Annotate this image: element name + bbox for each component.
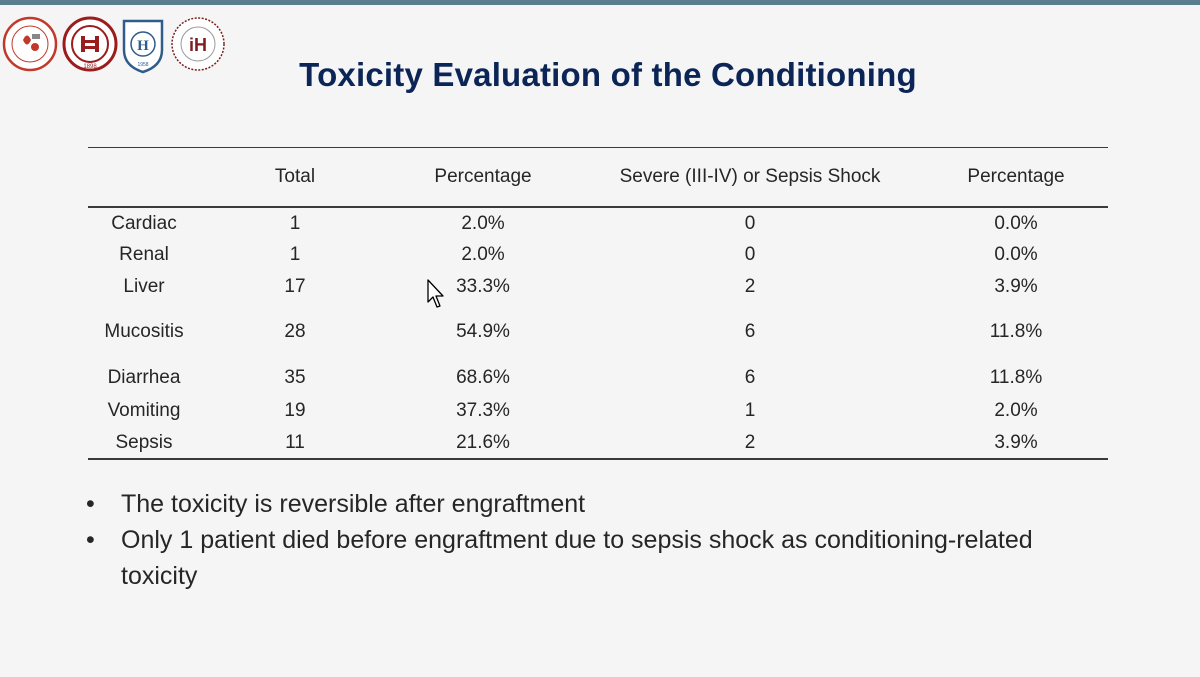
- cell-severe: 6: [744, 321, 756, 342]
- cell-total: 17: [284, 276, 306, 297]
- cell-organ: Sepsis: [88, 427, 200, 460]
- bullet-patient-death: Only 1 patient died before engraftment d…: [86, 522, 1086, 594]
- crest-year: 1958: [137, 62, 148, 68]
- cell-percentage: 54.9%: [456, 321, 510, 342]
- cell-organ: Cardiac: [111, 212, 177, 234]
- cell-percentage: 2.0%: [461, 212, 505, 234]
- table-row: Liver 17 33.3% 2 3.9%: [88, 271, 1108, 303]
- table-header-row: Total Percentage Severe (III-IV) or Seps…: [88, 147, 1108, 208]
- slide-title: Toxicity Evaluation of the Conditioning: [299, 56, 917, 93]
- cell-severe: 2: [744, 276, 756, 297]
- bullet-list: The toxicity is reversible after engraft…: [86, 486, 1086, 594]
- cell-severe: 1: [744, 400, 756, 421]
- table-row: Sepsis 11 21.6% 2 3.9%: [88, 427, 1108, 460]
- cell-severe: 0: [744, 244, 756, 265]
- cell-organ: Mucositis: [104, 321, 184, 342]
- cell-percentage: 21.6%: [390, 427, 576, 460]
- table-row: Vomiting 19 37.3% 1 2.0%: [88, 395, 1108, 427]
- header-severe-or-sepsis-shock: Severe (III-IV) or Sepsis Shock: [576, 147, 924, 208]
- ih-letters: iH: [189, 35, 207, 55]
- cell-severe-percentage: 0.0%: [994, 244, 1038, 265]
- cell-severe: 0: [744, 212, 756, 234]
- cell-total: 35: [284, 367, 306, 388]
- cell-organ: Liver: [123, 276, 165, 297]
- table-row: Cardiac 1 2.0% 0 0.0%: [88, 207, 1108, 239]
- top-accent-bar: [0, 0, 1200, 5]
- cell-severe-percentage: 11.8%: [989, 321, 1043, 342]
- cell-organ: Renal: [119, 244, 169, 265]
- table-row: Renal 1 2.0% 0 0.0%: [88, 239, 1108, 271]
- peking-university-seal-icon: 1898: [62, 16, 118, 72]
- cell-severe-percentage: 11.8%: [989, 367, 1043, 388]
- cell-total: 1: [289, 212, 301, 234]
- institute-of-hematology-seal-icon: iH: [170, 16, 226, 72]
- table-row: Diarrhea 35 68.6% 6 11.8%: [88, 361, 1108, 395]
- red-hospital-seal-icon: [2, 16, 58, 72]
- cell-severe: 6: [744, 367, 756, 388]
- cell-total: 19: [284, 400, 306, 421]
- bullet-reversible: The toxicity is reversible after engraft…: [86, 486, 1086, 522]
- mouse-pointer-icon: [427, 279, 447, 314]
- header-severe-percentage: Percentage: [924, 147, 1108, 208]
- cell-total: 28: [284, 321, 306, 342]
- cell-total: 1: [289, 244, 301, 265]
- cell-severe-percentage: 3.9%: [994, 276, 1038, 297]
- header-organ: [88, 147, 200, 208]
- cell-percentage: 68.6%: [456, 367, 510, 388]
- logo-strip: 1898 H 1958 iH: [0, 16, 240, 78]
- cell-percentage: 33.3%: [456, 276, 510, 297]
- cell-severe-percentage: 3.9%: [924, 427, 1108, 460]
- peking-seal-year: 1898: [83, 64, 97, 70]
- cell-total: 11: [200, 427, 390, 460]
- cell-percentage: 37.3%: [456, 400, 510, 421]
- blue-university-crest-icon: H 1958: [121, 16, 165, 74]
- header-total: Total: [200, 147, 390, 208]
- header-percentage: Percentage: [390, 147, 576, 208]
- cell-percentage: 2.0%: [461, 244, 505, 265]
- cell-severe-percentage: 2.0%: [994, 400, 1038, 421]
- toxicity-table: Total Percentage Severe (III-IV) or Seps…: [88, 147, 1108, 460]
- table-row: Mucositis 28 54.9% 6 11.8%: [88, 303, 1108, 361]
- cell-severe-percentage: 0.0%: [994, 212, 1038, 234]
- crest-letter: H: [137, 38, 149, 54]
- cell-severe: 2: [576, 427, 924, 460]
- cell-organ: Vomiting: [107, 400, 181, 421]
- cell-organ: Diarrhea: [107, 367, 181, 388]
